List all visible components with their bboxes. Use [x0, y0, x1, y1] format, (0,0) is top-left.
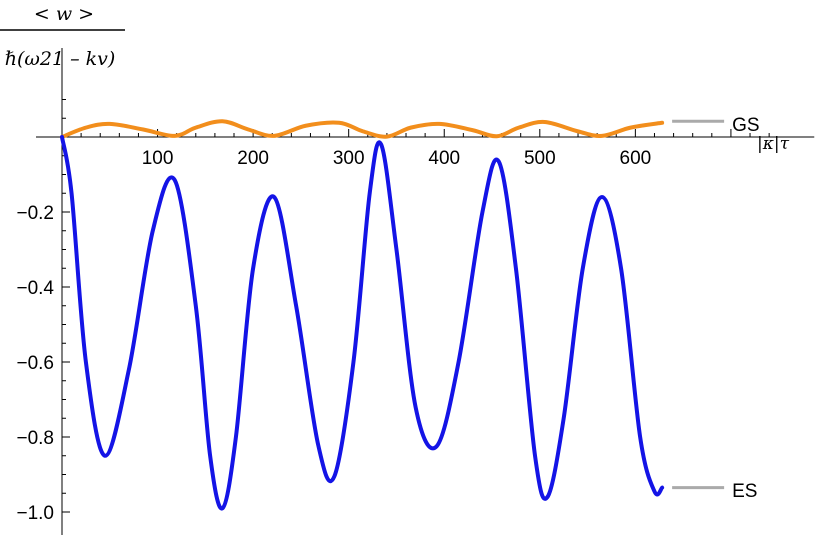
end-label-es: ES	[732, 481, 757, 502]
y-tick-label: −0.4	[16, 278, 54, 299]
series-line-es	[60, 135, 665, 511]
y-tick-label: −0.2	[16, 203, 54, 224]
x-tick-label: 600	[620, 148, 652, 169]
x-tick-label: 300	[333, 148, 365, 169]
series-group	[60, 119, 665, 511]
y-tick-label: −0.8	[16, 428, 54, 449]
x-tick-label: 500	[524, 148, 556, 169]
y-axis-label-denominator: ℏ(ω21 – kv)	[5, 48, 116, 70]
x-tick-label: 100	[142, 148, 174, 169]
series-end-labels: GS ES	[672, 115, 760, 502]
axis-tick-labels: 100 200 300 400 500 600 −0.2 −0.4 −0.6 −0.8 −1.0	[16, 148, 651, 524]
y-tick-label: −1.0	[16, 503, 54, 524]
x-axis-label: |κ|τ	[757, 134, 790, 154]
end-label-gs: GS	[732, 115, 759, 136]
y-axis-label: < w > ℏ(ω21 – kv)	[0, 3, 125, 70]
x-tick-label: 200	[237, 148, 269, 169]
y-tick-label: −0.6	[16, 353, 54, 374]
y-axis-label-numerator: < w >	[34, 3, 94, 25]
x-tick-label: 400	[428, 148, 460, 169]
series-line-gs	[60, 119, 665, 139]
